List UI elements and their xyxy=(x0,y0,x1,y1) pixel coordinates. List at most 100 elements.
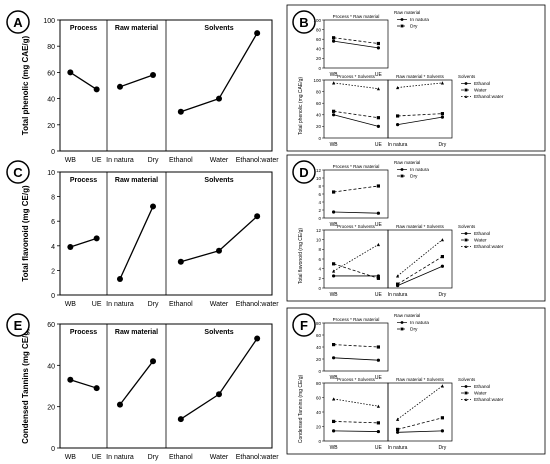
data-point xyxy=(67,244,74,251)
y-tick-label: 0 xyxy=(318,216,321,221)
y-tick-label: 8 xyxy=(318,184,321,189)
y-tick-label: 80 xyxy=(316,321,322,326)
data-point xyxy=(216,391,222,398)
series-point xyxy=(332,429,336,433)
data-line xyxy=(70,237,97,248)
data-point xyxy=(254,213,261,220)
y-tick-label: 0 xyxy=(51,293,55,300)
series-point xyxy=(440,384,444,388)
x-tick-label: Dry xyxy=(439,445,447,451)
series-point xyxy=(440,112,444,116)
legend-label: Water xyxy=(474,391,487,397)
series-point xyxy=(332,81,336,85)
subplot-title: Process * Solvents xyxy=(337,74,376,79)
legend-title: Raw material xyxy=(394,10,420,15)
legend-marker xyxy=(464,95,468,98)
x-tick-label: UE xyxy=(375,445,383,451)
series-point xyxy=(376,87,380,91)
subplot-frame xyxy=(323,19,389,69)
y-tick-label: 100 xyxy=(313,78,321,83)
series-point xyxy=(332,190,336,194)
x-tick-label: WB xyxy=(330,142,339,148)
legend-title: Raw material xyxy=(394,313,420,318)
data-point xyxy=(254,335,261,342)
series-point xyxy=(376,184,380,188)
series-line xyxy=(397,256,443,285)
x-tick-label: Dry xyxy=(439,292,447,298)
y-tick-label: 40 xyxy=(316,113,322,118)
legend-title: Solvents xyxy=(458,377,476,382)
legend-label: Water xyxy=(474,238,487,244)
series-point xyxy=(376,276,380,280)
series-point xyxy=(376,41,380,46)
y-tick-label: 60 xyxy=(316,333,322,338)
y-tick-label: 80 xyxy=(316,381,322,386)
series-point xyxy=(440,416,444,420)
x-tick-label: WB xyxy=(330,72,339,78)
series-line xyxy=(333,185,379,193)
series-line xyxy=(333,110,379,119)
series-point xyxy=(376,429,380,434)
x-tick-label: Ethanol xyxy=(169,301,193,308)
data-point xyxy=(177,258,184,265)
data-point xyxy=(116,83,123,90)
panel-letter-badge xyxy=(292,160,316,184)
data-point xyxy=(67,69,74,76)
x-tick-label: Dry xyxy=(439,142,447,148)
subplot-title: Process * Solvents xyxy=(337,224,376,229)
x-tick-label: UE xyxy=(375,222,383,228)
series-point xyxy=(396,114,400,118)
data-point xyxy=(93,235,100,242)
y-tick-label: 12 xyxy=(316,168,322,173)
y-tick-label: 2 xyxy=(51,268,55,275)
panel-letter-badge xyxy=(6,313,30,337)
series-point xyxy=(376,421,380,425)
subplot-frame xyxy=(387,229,453,289)
y-axis-label: Condensed Tannins (mg CE/g) xyxy=(21,328,30,444)
series-point xyxy=(376,345,380,349)
y-tick-label: 20 xyxy=(316,424,322,429)
data-line xyxy=(218,338,258,395)
x-tick-label: Dry xyxy=(148,301,159,308)
group-title: Raw material xyxy=(115,25,158,32)
x-tick-label: In natura xyxy=(388,292,408,298)
series-point xyxy=(376,211,380,215)
subplot-title: Process * Solvents xyxy=(337,377,376,382)
x-tick-label: WB xyxy=(330,222,339,228)
series-point xyxy=(332,274,336,278)
x-tick-label: In natura xyxy=(106,454,134,461)
series-point xyxy=(376,46,380,50)
y-tick-label: 4 xyxy=(318,200,321,205)
series-point xyxy=(396,417,400,421)
series-point xyxy=(396,85,400,90)
legend-marker xyxy=(464,398,468,401)
y-tick-label: 40 xyxy=(316,47,322,52)
y-tick-label: 0 xyxy=(318,66,321,71)
series-point xyxy=(332,36,336,40)
series-line xyxy=(397,385,443,420)
legend-marker xyxy=(464,245,468,248)
panel-letter: B xyxy=(299,15,308,30)
group-title: Solvents xyxy=(204,177,233,184)
y-tick-label: 0 xyxy=(318,369,321,374)
y-tick-label: 0 xyxy=(318,136,321,141)
data-point xyxy=(116,276,123,283)
series-point xyxy=(396,282,400,286)
y-tick-label: 0 xyxy=(51,149,55,156)
y-tick-label: 2 xyxy=(318,208,321,213)
subplot-title: Process * Raw material xyxy=(333,14,380,19)
legend-marker xyxy=(464,232,468,235)
x-tick-label: UE xyxy=(375,72,383,78)
series-point xyxy=(396,123,400,127)
legend-label: Dry xyxy=(410,24,418,30)
legend-marker xyxy=(400,24,404,28)
series-line xyxy=(397,430,443,433)
series-point xyxy=(332,109,336,113)
panel-letter-badge xyxy=(292,313,316,337)
y-tick-label: 60 xyxy=(316,37,322,42)
x-tick-label: WB xyxy=(65,301,77,308)
series-point xyxy=(440,238,444,242)
series-point xyxy=(376,116,380,120)
panel-letter-badge xyxy=(292,10,316,34)
